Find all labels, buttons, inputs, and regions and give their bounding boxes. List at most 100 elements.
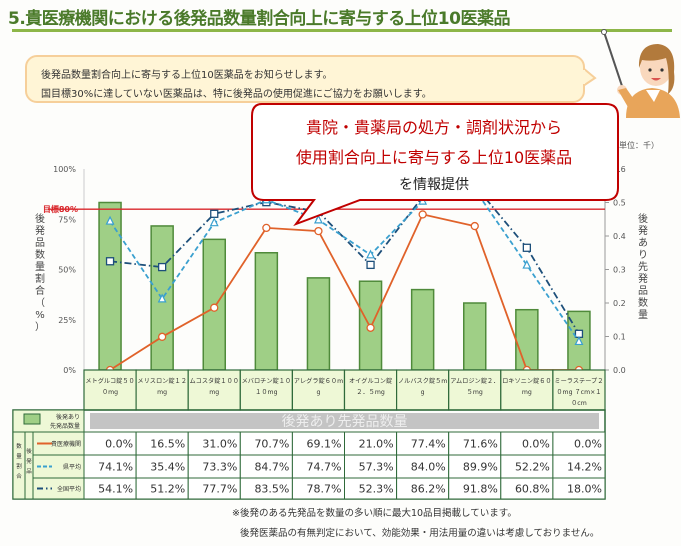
right-axis-label: 発 [638,224,648,237]
bar [306,277,331,371]
left-axis-label: （ [35,297,45,309]
category-label-box: アレグラ錠６０mg [293,378,344,396]
table-cell-value: 21.0% [359,438,394,451]
notice-line-1: 後発品数量割合向上に寄与する上位10医薬品をお知らせします。 [41,70,333,81]
left-axis-tick-label: 100% [53,165,76,174]
bar [515,308,539,371]
right-axis-tick-label: 0.3 [613,266,626,275]
page-title: 5.貴医療機関における後発品数量割合向上に寄与する上位10医薬品 [8,9,510,29]
left-axis-label: 合 [35,284,45,297]
table-cell-value: 0.0% [105,438,133,451]
table-cell-value: 86.2% [411,483,446,496]
table-cell-value: 0.0% [522,438,550,451]
table-cell-value: 91.8% [463,483,498,496]
series-point-circle [314,226,323,236]
series-point-circle [262,223,271,233]
series-point-square [105,257,115,266]
note-1: ※後発のある先発品を数量の多い順に最大10品目掲載しています。 [232,508,517,519]
category-label: アレグラ錠６０mg [293,378,344,396]
category-label-box: オイグルコン錠２．５mg [349,378,393,396]
table-cell-value: 54.1% [98,483,133,496]
category-label: ロキソニン錠６０mg [502,378,552,396]
series-point-triangle [209,217,219,227]
category-cell [552,369,606,411]
category-cell [396,369,450,411]
table-cell-value: 77.4% [411,438,446,451]
category-label-box: ミーラステープ２０mg ７cm×１０cm [554,378,604,407]
category-label-box: アムロジン錠２．５mg [450,378,500,396]
category-label: ムコスタ錠１００mg [189,378,239,396]
table-cell-value: 74.7% [307,461,342,474]
series-point-triangle [157,293,167,303]
series-point-circle [210,303,219,312]
category-label: オイグルコン錠２．５mg [349,378,393,396]
series-point-triangle [313,214,323,224]
table-cell-value: 52.2% [515,461,550,474]
right-axis-label: あ [638,237,648,249]
category-label-box: ロキソニン錠６０mg [502,378,552,396]
table-cell-value: 89.9% [463,461,498,474]
series-point-square [157,262,167,272]
series-point-triangle [105,215,115,225]
table-cell-value: 16.5% [150,438,185,451]
row-label: 全国平均 [57,485,81,493]
band-label: 後発あり先発品数量 [282,414,408,430]
table-cell-value: 84.0% [411,461,446,474]
right-axis-tick-label: 0.4 [613,232,626,241]
table-cell-value: 0.0% [574,438,602,451]
table-cell [552,477,606,500]
series-point-triangle [574,336,584,346]
bar [254,252,279,371]
series-line [109,188,580,342]
category-label: メバロチン錠１０ １０mg [241,378,292,396]
sub-label: 品 [26,468,32,475]
left-axis-label: 発 [35,224,45,237]
series-point-square [366,260,375,270]
series-point-triangle [522,259,532,269]
table-cell-value: 83.5% [254,483,289,496]
table-cell-value: 31.0% [202,438,237,451]
callout-line-3: を情報提供 [399,177,469,193]
left-axis-tick-label: 75% [58,215,76,224]
target-label: 目標80% [43,204,78,214]
left-axis-label: % [35,310,45,321]
table-cell-value: 14.2% [567,461,602,474]
category-label: アムロジン錠２．５mg [450,378,500,396]
bar-legend-label: 先発品数量 [50,422,80,430]
group-label: 割 [16,462,22,470]
callout-line-1: 貴院・貴薬局の処方・調剤状況から [305,118,562,137]
left-axis-label: 後 [35,212,45,225]
right-axis-unit: （単位：千） [611,140,659,150]
notice-box: 後発品数量割合向上に寄与する上位10医薬品をお知らせします。 国目標30%に達し… [25,55,585,103]
category-label: ミーラステープ２０mg ７cm×１０cm [554,378,604,407]
series-line [109,184,580,335]
table-cell-value: 60.8% [515,483,550,496]
table-cell-value: 84.7% [254,461,289,474]
row-label: 貴医療機関 [51,440,81,448]
series-point-circle [157,332,167,341]
table-cell-value: 74.1% [98,461,133,474]
category-label-box: メバロチン錠１０ １０mg [241,378,292,396]
series-point-circle [418,210,427,219]
series-point-triangle [366,249,376,259]
table-cell-value: 57.3% [359,461,394,474]
right-axis-label: 後 [638,212,648,225]
row-label: 県平均 [63,463,81,471]
series-point-square [522,243,531,252]
category-label-box: ムコスタ錠１００mg [189,378,239,396]
table-cell-value: 77.7% [202,483,237,496]
group-label: 合 [16,472,22,480]
note-2: 後発医薬品の有無判定において、効能効果・用法用量の違いは考慮しておりません。 [240,528,600,539]
notice-tail-icon [583,66,597,88]
notice-line-2: 国目標30%に達していない医薬品は、特に後発品の使用促進にご協力をお願いします。 [41,89,432,100]
series-point-square [210,209,219,218]
sub-label: 後 [26,447,32,455]
table-cell-value: 69.1% [307,438,342,451]
table-cell-value: 73.3% [202,461,237,474]
left-axis-label: ） [35,321,45,333]
category-label-box: ノルバスク錠５mg [398,378,447,396]
right-axis-tick-label: 0.2 [613,299,626,308]
right-axis-label: 発 [638,272,648,285]
